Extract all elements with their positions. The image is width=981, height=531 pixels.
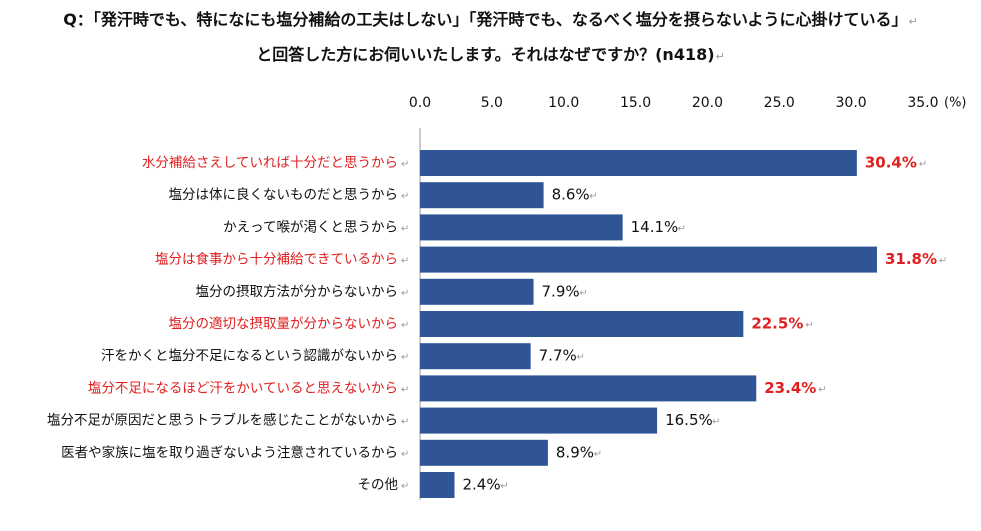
return-mark-icon: ↵ bbox=[401, 320, 409, 331]
bar bbox=[420, 311, 744, 337]
category-label: その他 bbox=[358, 477, 399, 493]
category-label: 汗をかくと塩分不足になるという認識がないから bbox=[101, 348, 398, 364]
bar bbox=[420, 214, 623, 241]
bar bbox=[420, 439, 548, 466]
bar bbox=[420, 150, 857, 176]
x-tick-label: 20.0 bbox=[692, 95, 723, 111]
question-text-1: Q：「発汗時でも、特になにも塩分補給の工夫はしない」「発汗時でも、なるべく塩分を… bbox=[63, 10, 908, 29]
bar bbox=[420, 343, 531, 370]
category-label: 医者や家族に塩を取り過ぎないよう注意されているから bbox=[61, 444, 398, 461]
return-mark-icon: ↵ bbox=[712, 417, 720, 428]
return-mark-icon: ↵ bbox=[401, 352, 409, 363]
bar bbox=[420, 278, 534, 305]
unit-label: (%) bbox=[944, 96, 967, 111]
value-label: 16.5% bbox=[665, 411, 713, 429]
category-label: かえって喉が渇くと思うから bbox=[223, 219, 398, 235]
x-tick-label: 30.0 bbox=[836, 95, 867, 111]
value-label: 23.4% bbox=[764, 379, 816, 397]
category-label: 水分補給さえしていれば十分だと思うから bbox=[142, 155, 398, 171]
return-mark-icon: ↵ bbox=[401, 256, 409, 267]
return-mark-icon: ↵ bbox=[678, 223, 686, 234]
value-label: 8.9% bbox=[556, 443, 594, 461]
return-mark-icon: ↵ bbox=[576, 352, 584, 363]
value-label: 7.9% bbox=[542, 282, 580, 300]
return-mark-icon: ↵ bbox=[401, 191, 409, 202]
value-label: 31.8% bbox=[885, 250, 937, 268]
value-label: 14.1% bbox=[631, 218, 679, 236]
x-tick-label: 15.0 bbox=[620, 95, 651, 111]
return-mark-icon: ↵ bbox=[594, 449, 602, 460]
category-label: 塩分の適切な摂取量が分からないから bbox=[169, 315, 399, 332]
return-mark-icon: ↵ bbox=[579, 288, 587, 299]
category-label: 塩分は体に良くないものだと思うから bbox=[169, 187, 399, 203]
question-line-1: Q：「発汗時でも、特になにも塩分補給の工夫はしない」「発汗時でも、なるべく塩分を… bbox=[0, 10, 981, 32]
return-mark-icon: ↵ bbox=[805, 320, 813, 331]
category-label: 塩分の摂取方法が分からないから bbox=[196, 284, 399, 300]
bar bbox=[420, 182, 544, 209]
value-label: 22.5% bbox=[751, 315, 803, 333]
return-mark-icon: ↵ bbox=[908, 15, 918, 28]
bar bbox=[420, 246, 877, 273]
value-label: 2.4% bbox=[462, 476, 500, 494]
x-tick-label: 35.0 bbox=[907, 95, 938, 111]
return-mark-icon: ↵ bbox=[401, 384, 409, 395]
x-tick-label: 25.0 bbox=[764, 95, 795, 111]
category-label: 塩分不足になるほど汗をかいていると思えないから bbox=[88, 380, 398, 396]
return-mark-icon: ↵ bbox=[401, 288, 409, 299]
return-mark-icon: ↵ bbox=[589, 191, 597, 202]
return-mark-icon: ↵ bbox=[715, 50, 725, 63]
value-label: 7.7% bbox=[539, 347, 577, 365]
return-mark-icon: ↵ bbox=[919, 159, 927, 170]
value-label: 30.4% bbox=[865, 154, 917, 172]
question-line-2: と回答した方にお伺いいたします。それはなぜですか？(n418)↵ bbox=[0, 45, 981, 67]
question-text-2: と回答した方にお伺いいたします。それはなぜですか？(n418) bbox=[256, 45, 715, 64]
return-mark-icon: ↵ bbox=[401, 223, 409, 234]
bar bbox=[420, 375, 757, 402]
return-mark-icon: ↵ bbox=[401, 159, 409, 170]
category-label: 塩分不足が原因だと思うトラブルを感じたことがないから bbox=[47, 412, 398, 429]
return-mark-icon: ↵ bbox=[401, 417, 409, 428]
category-label: 塩分は食事から十分補給できているから bbox=[155, 251, 398, 268]
x-tick-label: 10.0 bbox=[548, 95, 579, 111]
return-mark-icon: ↵ bbox=[939, 256, 947, 267]
return-mark-icon: ↵ bbox=[401, 481, 409, 492]
return-mark-icon: ↵ bbox=[500, 481, 508, 492]
return-mark-icon: ↵ bbox=[818, 384, 826, 395]
value-label: 8.6% bbox=[552, 186, 590, 204]
x-tick-label: 5.0 bbox=[481, 95, 503, 111]
return-mark-icon: ↵ bbox=[401, 449, 409, 460]
bar bbox=[420, 407, 658, 434]
x-tick-label: 0.0 bbox=[409, 95, 431, 111]
bar bbox=[420, 472, 455, 498]
